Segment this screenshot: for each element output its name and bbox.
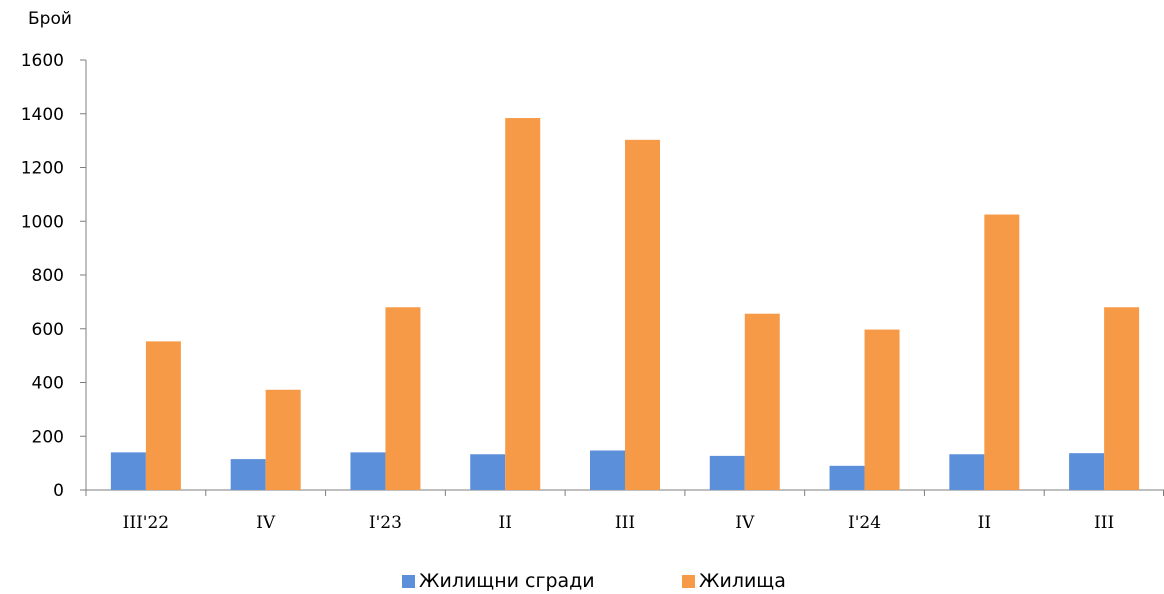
bar-series-1	[590, 450, 625, 490]
y-tick-label: 800	[32, 266, 64, 286]
bar-series-1	[110, 452, 146, 490]
y-tick-label: 1400	[21, 105, 64, 125]
bar-series-2	[1104, 307, 1140, 490]
bar-series-2	[265, 389, 301, 490]
y-tick-label: 200	[32, 427, 64, 447]
bars	[110, 118, 1140, 491]
y-axis-label: Брой	[28, 9, 72, 29]
x-tick-label: III'22	[123, 513, 169, 533]
bar-series-2	[984, 214, 1020, 490]
x-tick-label: I'23	[369, 513, 402, 533]
x-tick-label: III	[615, 513, 635, 533]
bar-series-1	[350, 452, 386, 490]
x-tick-label: IV	[735, 513, 755, 533]
x-tick-label: II	[978, 513, 991, 533]
bar-series-2	[145, 341, 181, 490]
x-axis: III'22 IV I'23 II III IV I'24 II III	[85, 489, 1164, 533]
x-tick-label: IV	[256, 513, 276, 533]
x-tick-label: I'24	[848, 513, 881, 533]
legend-label-series-2: Жилища	[699, 570, 786, 592]
legend-swatch-series-1	[402, 574, 415, 588]
bar-series-2	[864, 329, 900, 490]
bar-series-1	[829, 465, 865, 490]
y-tick-label: 1000	[21, 212, 64, 232]
x-tick-label: II	[499, 513, 512, 533]
bar-series-2	[505, 118, 541, 491]
legend-label-series-1: Жилищни сгради	[419, 570, 595, 592]
bar-series-1	[470, 454, 506, 490]
y-tick-label: 1200	[21, 159, 64, 179]
bar-series-2	[625, 139, 660, 490]
bar-series-1	[230, 459, 266, 490]
y-tick-label: 1600	[21, 51, 64, 71]
y-tick-label: 600	[32, 320, 64, 340]
bar-series-2	[385, 307, 421, 490]
legend-swatch-series-2	[682, 574, 695, 588]
bar-series-2	[744, 313, 780, 490]
legend: Жилищни сгради Жилища	[0, 570, 1164, 594]
legend-item-series-1: Жилищни сгради	[402, 570, 595, 592]
bar-series-1	[709, 455, 745, 490]
bar-series-1	[949, 454, 985, 490]
legend-item-series-2: Жилища	[682, 570, 786, 592]
y-axis: 0 200 400 600 800 1000 1200 1400 1600	[21, 51, 87, 501]
y-tick-label: 0	[53, 481, 64, 501]
bar-series-1	[1069, 453, 1105, 490]
y-tick-label: 400	[32, 374, 64, 394]
x-tick-label: III	[1094, 513, 1114, 533]
